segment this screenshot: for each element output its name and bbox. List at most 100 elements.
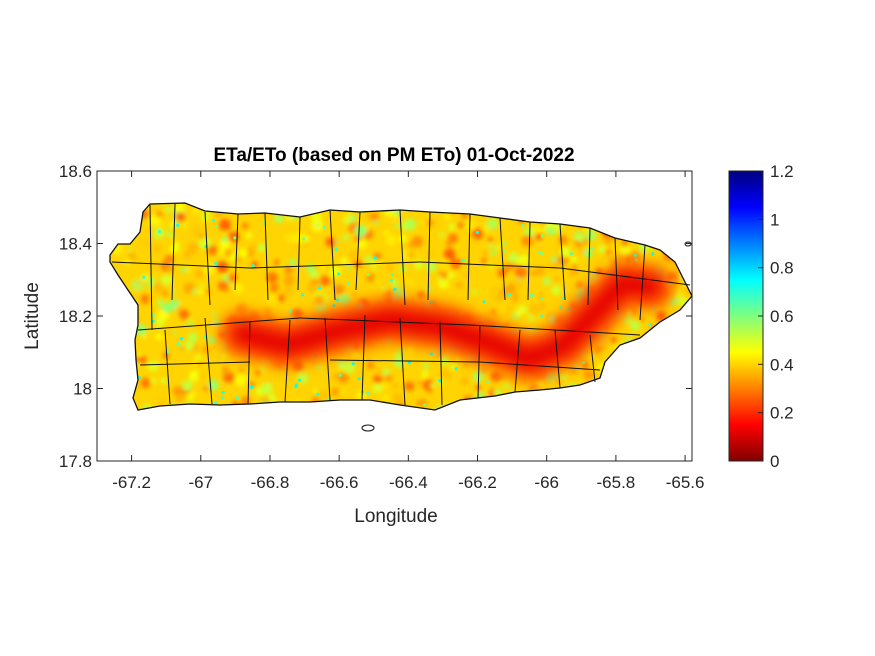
heatmap-speckle [152,313,156,317]
heatmap-speckle [507,293,511,297]
municipality-border [589,334,596,383]
heatmap-cell [535,233,542,241]
heatmap-cell [595,347,601,352]
heatmap-cell [171,330,177,335]
heatmap-cell [153,244,163,254]
heatmap-cell [306,263,315,272]
heatmap-cell [303,242,309,247]
heatmap-cell [199,234,205,240]
heatmap-speckle [540,234,545,238]
heatmap-speckle [249,385,254,389]
heatmap-speckle [316,392,320,396]
heatmap-speckle [142,275,146,279]
y-axis-label: Latitude [22,282,43,350]
heatmap-cell [208,379,219,391]
heatmap-cell [531,224,543,235]
municipality-border [137,317,301,331]
heatmap-cell [191,225,202,236]
heatmap-cell [182,223,188,228]
colorbar: 0 0.2 0.4 0.6 0.8 1 1.2 [728,162,794,471]
heatmap-cell [460,376,470,386]
x-tick-label: -66.8 [251,473,290,492]
x-axis-ticks: -67.2 -67 -66.8 -66.6 -66.4 -66.2 -66 -65.8 -65.… [112,171,704,492]
municipality-border [149,204,153,331]
heatmap-cell [488,243,494,249]
heatmap-cell [150,357,156,363]
heatmap-cell [487,237,493,243]
heatmap-cell [338,294,350,306]
municipality-border [204,211,211,306]
heatmap-speckle [366,391,370,395]
heatmap-cell [282,285,293,297]
high-band-core [232,273,661,370]
heatmap-cell [338,389,345,396]
heatmap-speckle [166,350,170,354]
heatmap-cell [337,360,344,367]
heatmap-speckle [176,342,180,346]
heatmap-cell [463,361,469,367]
heatmap-cell [185,340,195,351]
heatmap-cell [340,257,348,265]
municipality-border [467,213,471,301]
heatmap-cell [426,286,431,291]
heatmap-cell [248,381,256,388]
heatmap-cell [192,207,200,215]
heatmap-cell [222,236,228,243]
heatmap-cell [439,355,450,366]
heatmap-cell [395,353,401,359]
heatmap-cell [385,234,397,246]
municipality-border [234,213,239,291]
heatmap-cell [491,309,496,315]
heatmap-cell [140,377,151,389]
x-tick-label: -65.8 [597,473,636,492]
heatmap-cell [203,385,209,392]
heatmap-cell [487,218,498,230]
heatmap-cell [297,372,309,384]
x-tick-label: -66.6 [320,473,359,492]
heatmap-cell [422,379,434,391]
heatmap-cell [457,222,464,229]
heatmap-cell [424,248,437,261]
heatmap-cell [356,390,367,401]
heatmap-cell [277,294,285,302]
heatmap-cell [488,286,500,298]
heatmap-cell [382,368,390,376]
heatmap-cell [553,262,559,269]
heatmap-cell [404,218,417,231]
heatmap-cell [261,382,273,394]
heatmap-speckle [393,287,397,292]
heatmap-cell [559,246,571,258]
heatmap-cell [530,311,539,319]
heatmap-cell [392,215,398,221]
heatmap-speckle [233,236,237,240]
heatmap-speckle [351,362,355,366]
heatmap-cell [570,256,578,264]
heatmap-cell [245,232,253,239]
heatmap-cell [146,276,155,286]
heatmap-cell [623,316,632,324]
heatmap-cell [343,213,351,221]
heatmap-cell [315,222,320,228]
heatmap-cell [165,206,172,213]
municipality-border [329,209,336,301]
heatmap-cell [495,245,501,251]
heatmap-speckle [251,264,255,268]
heatmap-cell [482,249,489,256]
heatmap-speckle [157,229,161,234]
heatmap-cell [416,290,426,300]
municipality-border [419,261,561,269]
municipality-border [264,212,269,301]
heatmap-speckle [332,304,336,308]
heatmap-cell [407,251,414,258]
heatmap-cell [175,212,185,222]
heatmap-cell [411,236,424,248]
heatmap-cell [151,262,159,270]
municipality-border [247,321,251,405]
heatmap-cell [273,259,281,267]
municipality-border [439,321,443,406]
heatmap-cell [147,359,160,372]
y-tick-label: 18.2 [59,307,92,326]
municipality-border [614,237,619,311]
heatmap-speckle [538,250,542,254]
heatmap-cell [440,260,450,270]
